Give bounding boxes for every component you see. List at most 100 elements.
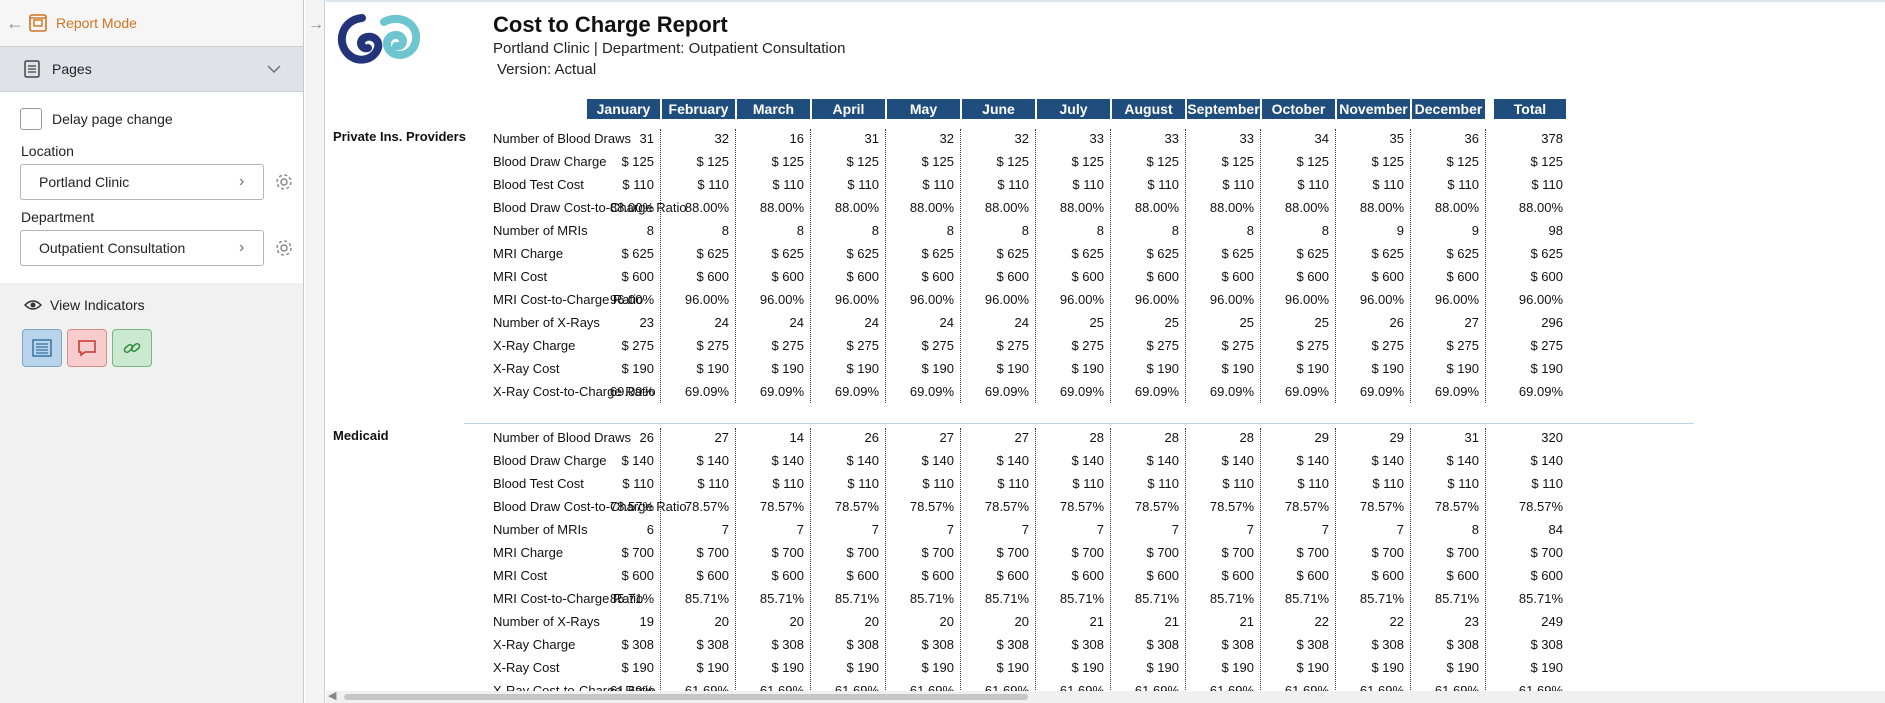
report-mode-label[interactable]: Report Mode: [56, 15, 137, 31]
total-cell: $ 600: [1530, 568, 1563, 583]
row-label: MRI Cost-to-Charge Ratio: [493, 292, 644, 307]
table-cell: $ 600: [846, 568, 879, 583]
table-cell: $ 600: [921, 269, 954, 284]
comment-icon: [78, 340, 96, 357]
table-cell: 8: [646, 223, 654, 238]
table-cell: $ 275: [1146, 338, 1179, 353]
row-label: X-Ray Charge: [493, 338, 576, 353]
table-cell: $ 110: [772, 177, 804, 192]
indicator-buttons: [22, 329, 303, 367]
table-cell: 19: [639, 614, 654, 629]
month-header: August: [1112, 99, 1185, 119]
table-cell: $ 190: [1371, 361, 1404, 376]
column-divider: [960, 428, 961, 702]
table-cell: 69.09%: [909, 384, 954, 399]
total-header: Total: [1494, 99, 1566, 119]
column-divider: [885, 428, 886, 702]
table-cell: $ 625: [1296, 246, 1329, 261]
table-cell: 96.00%: [1359, 292, 1404, 307]
table-cell: $ 110: [1372, 476, 1404, 491]
row-label: Number of Blood Draws: [493, 131, 631, 146]
table-cell: $ 110: [1372, 177, 1404, 192]
table-cell: 88.00%: [1059, 200, 1104, 215]
table-cell: 69.09%: [1359, 384, 1404, 399]
table-cell: 34: [1314, 131, 1329, 146]
table-cell: 85.71%: [1059, 591, 1104, 606]
table-cell: $ 190: [1371, 660, 1404, 675]
table-cell: $ 190: [771, 361, 804, 376]
scroll-left-icon[interactable]: ◀: [328, 690, 337, 702]
table-cell: $ 625: [921, 246, 954, 261]
table-cell: $ 625: [1146, 246, 1179, 261]
table-cell: 78.57%: [684, 499, 729, 514]
column-divider: [1035, 129, 1036, 403]
total-cell: $ 190: [1530, 361, 1563, 376]
table-cell: $ 308: [1296, 637, 1329, 652]
table-cell: $ 140: [1221, 453, 1254, 468]
department-value: Outpatient Consultation: [39, 240, 186, 256]
table-cell: 7: [1096, 522, 1104, 537]
row-label: MRI Charge: [493, 545, 564, 560]
column-divider: [1485, 129, 1486, 403]
table-cell: $ 190: [921, 660, 954, 675]
table-cell: 96.00%: [1209, 292, 1254, 307]
table-cell: $ 190: [846, 361, 879, 376]
table-cell: $ 110: [1147, 476, 1179, 491]
table-cell: 69.09%: [984, 384, 1029, 399]
link-indicator-button[interactable]: [112, 329, 152, 367]
table-cell: $ 110: [1447, 177, 1479, 192]
location-settings-gear-icon[interactable]: [274, 172, 294, 192]
department-select[interactable]: Outpatient Consultation ›: [20, 230, 264, 266]
delay-page-change-label: Delay page change: [52, 111, 173, 127]
table-cell: 32: [714, 131, 729, 146]
table-cell: 96.00%: [909, 292, 954, 307]
table-cell: $ 190: [1146, 660, 1179, 675]
table-cell: $ 308: [621, 637, 654, 652]
table-cell: $ 308: [1071, 637, 1104, 652]
table-cell: 88.00%: [1284, 200, 1329, 215]
delay-page-change-checkbox[interactable]: [20, 108, 42, 130]
horizontal-scrollbar[interactable]: ◀: [326, 690, 1885, 703]
table-cell: 8: [1321, 223, 1329, 238]
table-cell: 9: [1471, 223, 1479, 238]
table-cell: 88.00%: [1134, 200, 1179, 215]
table-cell: 78.57%: [1209, 499, 1254, 514]
table-cell: 16: [789, 131, 804, 146]
table-cell: $ 275: [1371, 338, 1404, 353]
table-cell: $ 190: [996, 361, 1029, 376]
table-cell: 9: [1396, 223, 1404, 238]
row-label: Blood Test Cost: [493, 177, 584, 192]
total-cell: $ 110: [1531, 177, 1563, 192]
table-cell: 78.57%: [984, 499, 1029, 514]
total-cell: 84: [1548, 522, 1563, 537]
table-cell: 7: [1171, 522, 1179, 537]
expand-arrow-icon[interactable]: →: [308, 16, 324, 33]
table-cell: 8: [946, 223, 954, 238]
horizontal-scroll-thumb[interactable]: [344, 694, 1028, 700]
table-cell: 78.57%: [609, 499, 654, 514]
table-cell: 96.00%: [1284, 292, 1329, 307]
table-cell: 69.09%: [1284, 384, 1329, 399]
table-cell: 8: [1246, 223, 1254, 238]
table-cell: $ 190: [1071, 660, 1104, 675]
location-select[interactable]: Portland Clinic ›: [20, 164, 264, 200]
report-mode-icon: [29, 14, 47, 32]
table-cell: $ 110: [1447, 476, 1479, 491]
row-label: MRI Cost-to-Charge Ratio: [493, 591, 644, 606]
table-cell: 31: [864, 131, 879, 146]
comment-indicator-button[interactable]: [67, 329, 107, 367]
pages-dropdown[interactable]: Pages: [0, 47, 303, 92]
table-cell: 85.71%: [984, 591, 1029, 606]
table-cell: $ 308: [1371, 637, 1404, 652]
table-cell: $ 275: [1221, 338, 1254, 353]
department-settings-gear-icon[interactable]: [274, 238, 294, 258]
group-separator: [464, 423, 1694, 424]
back-arrow-icon[interactable]: ←: [6, 12, 24, 33]
table-cell: $ 110: [1147, 177, 1179, 192]
column-divider: [1410, 129, 1411, 403]
table-cell: 85.71%: [834, 591, 879, 606]
list-indicator-button[interactable]: [22, 329, 62, 367]
table-cell: 85.71%: [1434, 591, 1479, 606]
table-cell: 8: [1021, 223, 1029, 238]
table-cell: 8: [1471, 522, 1479, 537]
